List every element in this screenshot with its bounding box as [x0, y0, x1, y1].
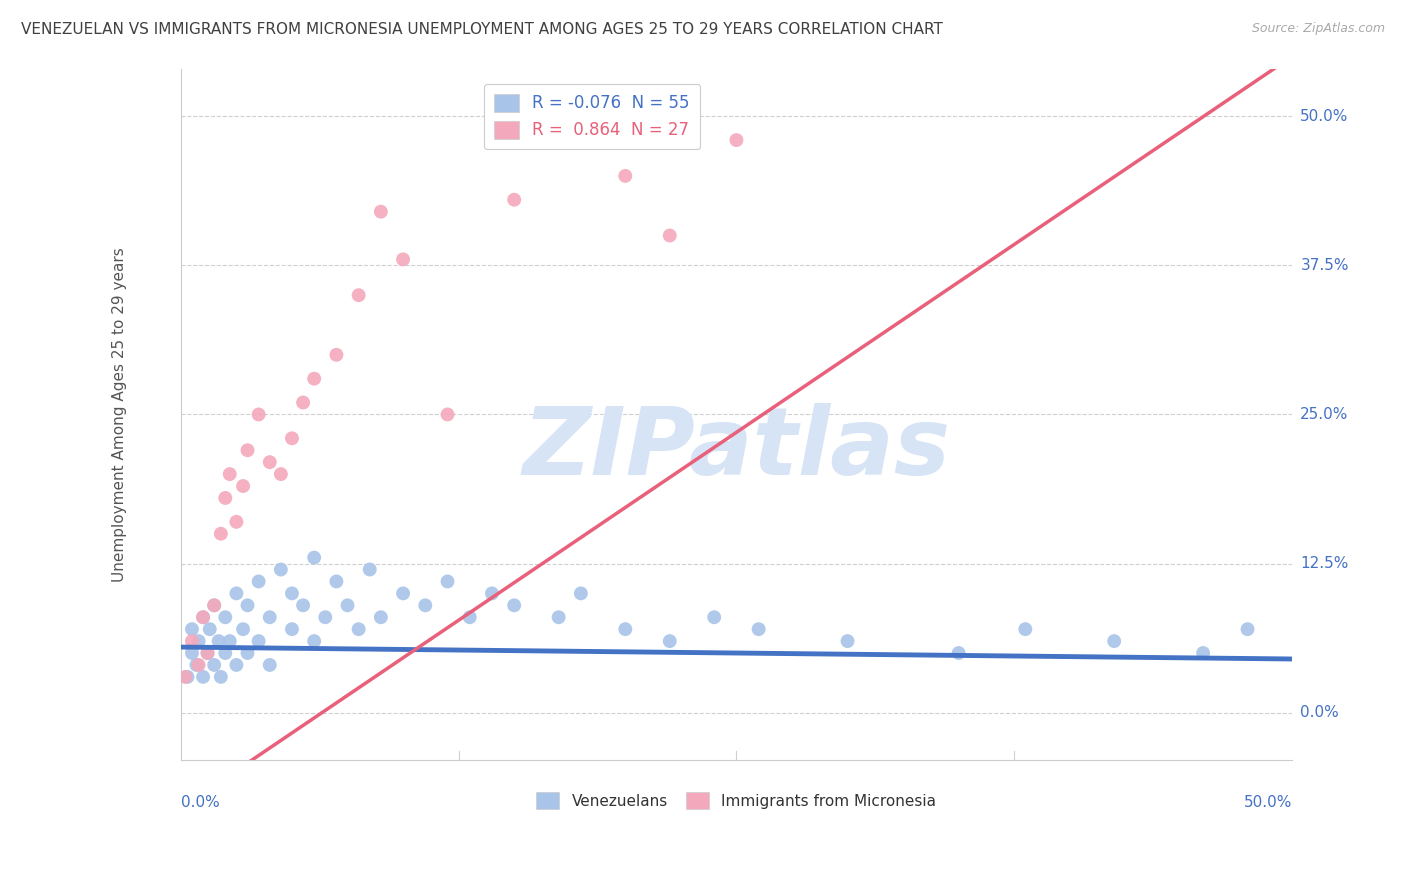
Text: 50.0%: 50.0%	[1301, 109, 1348, 124]
Point	[325, 348, 347, 362]
Point	[191, 670, 214, 684]
Point	[547, 610, 569, 624]
Point	[191, 610, 214, 624]
Point	[837, 634, 859, 648]
Text: ZIPatlas: ZIPatlas	[523, 403, 950, 495]
Point	[187, 657, 209, 672]
Point	[292, 599, 315, 613]
Point	[658, 228, 681, 243]
Point	[259, 455, 281, 469]
Point	[436, 408, 458, 422]
Text: 50.0%: 50.0%	[1244, 795, 1292, 810]
Point	[202, 599, 225, 613]
Point	[214, 491, 236, 505]
Point	[214, 646, 236, 660]
Point	[658, 634, 681, 648]
Point	[281, 586, 304, 600]
Point	[347, 622, 370, 636]
Point	[336, 599, 359, 613]
Point	[370, 204, 392, 219]
Point	[259, 610, 281, 624]
Point	[225, 586, 247, 600]
Point	[413, 599, 436, 613]
Point	[302, 372, 325, 386]
Point	[198, 622, 221, 636]
Point	[259, 657, 281, 672]
Point	[1102, 634, 1125, 648]
Point	[176, 670, 198, 684]
Point	[197, 646, 219, 660]
Point	[236, 443, 259, 458]
Point	[1014, 622, 1036, 636]
Point	[202, 657, 225, 672]
Point	[703, 610, 725, 624]
Point	[225, 515, 247, 529]
Point	[270, 562, 292, 576]
Point	[186, 657, 208, 672]
Point	[181, 634, 204, 648]
Point	[1236, 622, 1258, 636]
Text: Unemployment Among Ages 25 to 29 years: Unemployment Among Ages 25 to 29 years	[112, 247, 127, 582]
Text: 25.0%: 25.0%	[1301, 407, 1348, 422]
Point	[325, 574, 347, 589]
Point	[458, 610, 481, 624]
Point	[503, 193, 526, 207]
Text: 37.5%: 37.5%	[1301, 258, 1348, 273]
Point	[181, 646, 204, 660]
Point	[302, 550, 325, 565]
Point	[187, 634, 209, 648]
Text: Source: ZipAtlas.com: Source: ZipAtlas.com	[1251, 22, 1385, 36]
Point	[202, 599, 225, 613]
Point	[247, 634, 270, 648]
Point	[948, 646, 970, 660]
Point	[191, 610, 214, 624]
Point	[232, 479, 254, 493]
Point	[503, 599, 526, 613]
Point	[314, 610, 336, 624]
Point	[247, 408, 270, 422]
Point	[207, 634, 229, 648]
Text: 0.0%: 0.0%	[1301, 706, 1339, 720]
Point	[214, 610, 236, 624]
Point	[281, 622, 304, 636]
Point	[232, 622, 254, 636]
Point	[481, 586, 503, 600]
Point	[614, 622, 637, 636]
Point	[225, 657, 247, 672]
Point	[370, 610, 392, 624]
Point	[392, 586, 415, 600]
Point	[748, 622, 770, 636]
Point	[209, 670, 232, 684]
Point	[1192, 646, 1215, 660]
Text: VENEZUELAN VS IMMIGRANTS FROM MICRONESIA UNEMPLOYMENT AMONG AGES 25 TO 29 YEARS : VENEZUELAN VS IMMIGRANTS FROM MICRONESIA…	[21, 22, 943, 37]
Point	[218, 467, 240, 481]
Point	[209, 526, 232, 541]
Point	[270, 467, 292, 481]
Point	[392, 252, 415, 267]
Point	[281, 431, 304, 445]
Text: 12.5%: 12.5%	[1301, 556, 1348, 571]
Point	[725, 133, 748, 147]
Point	[236, 599, 259, 613]
Point	[181, 622, 204, 636]
Point	[436, 574, 458, 589]
Point	[197, 646, 219, 660]
Point	[347, 288, 370, 302]
Point	[174, 670, 197, 684]
Point	[247, 574, 270, 589]
Legend: Venezuelans, Immigrants from Micronesia: Venezuelans, Immigrants from Micronesia	[530, 786, 942, 815]
Point	[292, 395, 315, 409]
Point	[569, 586, 592, 600]
Point	[359, 562, 381, 576]
Text: 0.0%: 0.0%	[181, 795, 219, 810]
Point	[236, 646, 259, 660]
Point	[614, 169, 637, 183]
Point	[302, 634, 325, 648]
Point	[218, 634, 240, 648]
